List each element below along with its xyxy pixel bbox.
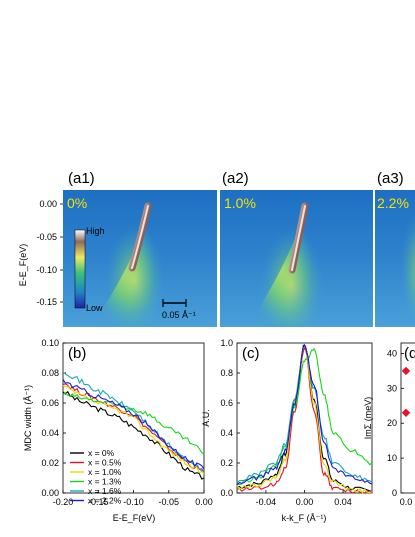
panel-a-yaxis: 0.00 -0.05 -0.10 -0.15: [36, 199, 63, 307]
scale-bar-label: 0.05 Å⁻¹: [162, 310, 196, 320]
chart-b-xlabel: E-E_F(eV): [113, 513, 156, 523]
panel-a-ylabel: E-E_F(eV): [18, 244, 28, 287]
b-ytick-label: 0.06: [41, 398, 59, 408]
b-legend-label: x = 2.2%: [88, 496, 122, 506]
chart-b: 0.00 0.02 0.04 0.06 0.08 0.10 -0.20 -0.15 -0.10 -…: [23, 338, 213, 523]
arpes-colorbar: High Low: [74, 226, 105, 313]
b-series-line: [62, 391, 205, 455]
c-xtick-label: 0.00: [296, 497, 314, 507]
c-series-line: [236, 343, 373, 484]
d-ytick-label: 10: [387, 453, 397, 463]
panel-label-c: (c): [242, 345, 260, 362]
c-series-line: [236, 344, 373, 494]
panel-label-a1: (a1): [68, 170, 95, 187]
chart-d: 0 10 20 30 40 0.0 ImΣ (meV): [363, 342, 415, 507]
chart-d-ylabel: ImΣ (meV): [363, 397, 373, 440]
b-legend-label: x = 0.5%: [88, 458, 122, 468]
a-ytick-2: -0.10: [36, 265, 57, 275]
b-legend-label: x = 1.6%: [88, 486, 122, 496]
c-series-line: [236, 347, 373, 486]
c-xtick-label: -0.04: [256, 497, 277, 507]
a-ytick-0: 0.00: [39, 199, 57, 209]
b-ytick-label: 0.04: [41, 428, 59, 438]
b-xtick-label: -0.15: [88, 497, 109, 507]
b-ytick-label: 0.02: [41, 458, 59, 468]
chart-b-frame: [62, 342, 205, 494]
c-ytick-label: 0.8: [220, 368, 233, 378]
panel-label-d: (d: [404, 345, 415, 362]
d-ytick-label: 40: [387, 348, 397, 358]
b-legend-label: x = 1.3%: [88, 477, 122, 487]
b-ytick-label: 0.08: [41, 368, 59, 378]
d-xtick-label: 0.0: [400, 497, 413, 507]
c-xtick-label: 0.04: [334, 497, 352, 507]
arpes-map-a2: [220, 190, 373, 327]
d-ytick-label: 0: [392, 488, 397, 498]
d-ytick-label: 20: [387, 418, 397, 428]
b-ytick-label: 0.00: [41, 488, 59, 498]
b-xtick-label: -0.20: [53, 497, 74, 507]
b-series-line: [62, 390, 205, 480]
chart-c-frame: [236, 342, 373, 494]
a-ytick-1: -0.05: [36, 232, 57, 242]
chart-b-ylabel: MDC width (Å⁻¹): [23, 385, 33, 451]
colorbar-high: High: [86, 226, 105, 236]
colorbar-low: Low: [86, 303, 103, 313]
c-series-line: [236, 346, 372, 494]
arpes-map-a1: [63, 190, 217, 327]
chart-d-frame: [400, 342, 415, 494]
c-ytick-label: 0.4: [220, 428, 233, 438]
chart-c-ylabel: A.U.: [201, 409, 211, 427]
d-data-point: [401, 408, 411, 417]
c-ytick-label: 1.0: [220, 338, 233, 348]
doping-a2: 1.0%: [224, 195, 256, 211]
d-data-point: [401, 366, 411, 376]
chart-c-xlabel: k-k_F (Å⁻¹): [282, 513, 327, 523]
b-series-line: [62, 379, 205, 470]
b-legend-label: x = 0%: [88, 448, 115, 458]
b-xtick-label: -0.05: [158, 497, 179, 507]
c-series-line: [236, 344, 373, 486]
b-series-line: [62, 371, 205, 472]
d-ytick-label: 30: [387, 383, 397, 393]
arpes-map-a3: [375, 190, 415, 327]
panel-label-b: (b): [68, 345, 86, 362]
panel-label-a3: (a3): [377, 170, 404, 187]
b-xtick-label: 0.00: [195, 497, 213, 507]
b-legend-label: x = 1.0%: [88, 467, 122, 477]
chart-c: 0.0 0.2 0.4 0.6 0.8 1.0 -0.04 0.00 0.04 A.U. k-k…: [201, 338, 373, 523]
a-ytick-3: -0.15: [36, 297, 57, 307]
b-xtick-label: -0.10: [123, 497, 144, 507]
b-ytick-label: 0.10: [41, 338, 59, 348]
c-series-line: [236, 344, 373, 493]
c-ytick-label: 0.6: [220, 398, 233, 408]
c-ytick-label: 0.0: [220, 488, 233, 498]
doping-a1: 0%: [67, 195, 87, 211]
scale-bar: 0.05 Å⁻¹: [162, 299, 196, 320]
panel-label-a2: (a2): [222, 170, 249, 187]
doping-a3: 2.2%: [377, 195, 409, 211]
c-ytick-label: 0.2: [220, 458, 233, 468]
